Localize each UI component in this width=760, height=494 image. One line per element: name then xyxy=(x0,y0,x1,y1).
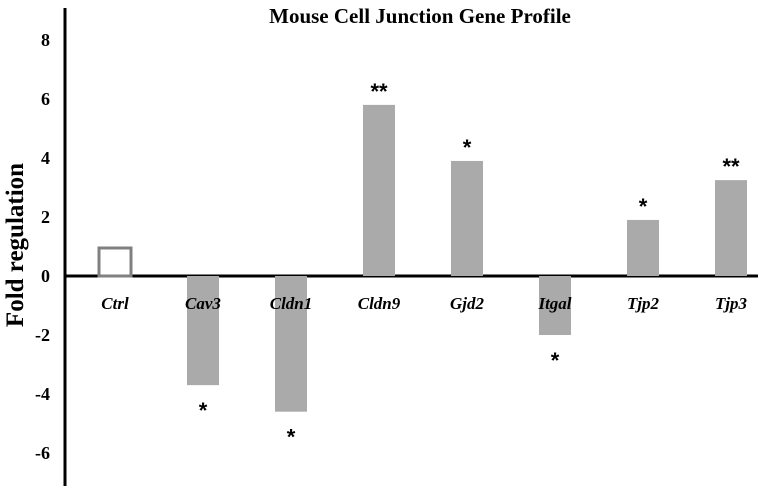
chart-title: Mouse Cell Junction Gene Profile xyxy=(269,4,571,28)
y-tick-labels: -6 -4 -2 0 2 4 6 8 xyxy=(35,30,50,463)
significance-tjp2: * xyxy=(639,194,648,219)
y-tick-label: 0 xyxy=(41,266,50,286)
significance-cldn1: * xyxy=(287,425,296,450)
bar-tjp2 xyxy=(627,219,659,276)
significance-gjd2: * xyxy=(463,135,472,160)
y-tick-label: 6 xyxy=(41,89,50,109)
significance-cldn9: ** xyxy=(370,79,388,104)
significance-tjp3: ** xyxy=(722,154,740,179)
significance-cav3: * xyxy=(199,398,208,423)
y-tick-label: 4 xyxy=(41,148,50,168)
bar-cldn1 xyxy=(275,276,307,412)
y-tick-label: 2 xyxy=(41,207,50,227)
y-tick-label: -6 xyxy=(35,443,50,463)
bar-tjp3 xyxy=(715,180,747,276)
x-tick-label-cldn1: Cldn1 xyxy=(270,294,313,313)
x-tick-label-tjp2: Tjp2 xyxy=(627,294,660,313)
bar-cldn9 xyxy=(363,104,395,277)
x-tick-label-cldn9: Cldn9 xyxy=(358,294,401,313)
x-tick-label-cav3: Cav3 xyxy=(185,294,221,313)
y-tick-label: -4 xyxy=(35,384,50,404)
bar-gjd2 xyxy=(451,160,483,276)
y-tick-label: 8 xyxy=(41,30,50,50)
bar-ctrl xyxy=(97,246,133,278)
x-tick-label-ctrl: Ctrl xyxy=(101,294,129,313)
x-tick-labels: Ctrl Cav3 Cldn1 Cldn9 Gjd2 Itgal Tjp2 Tjp3 xyxy=(101,294,747,313)
significance-itgal: * xyxy=(551,348,560,373)
x-tick-label-gjd2: Gjd2 xyxy=(450,294,485,313)
bars xyxy=(97,104,747,412)
bar-cav3 xyxy=(187,276,219,386)
x-tick-label-tjp3: Tjp3 xyxy=(715,294,748,313)
significance-markers: ********* xyxy=(199,79,740,450)
x-tick-label-itgal: Itgal xyxy=(537,294,571,313)
y-axis-title: Fold regulation xyxy=(2,163,29,327)
bar-itgal xyxy=(539,276,571,335)
y-tick-label: -2 xyxy=(35,325,50,345)
